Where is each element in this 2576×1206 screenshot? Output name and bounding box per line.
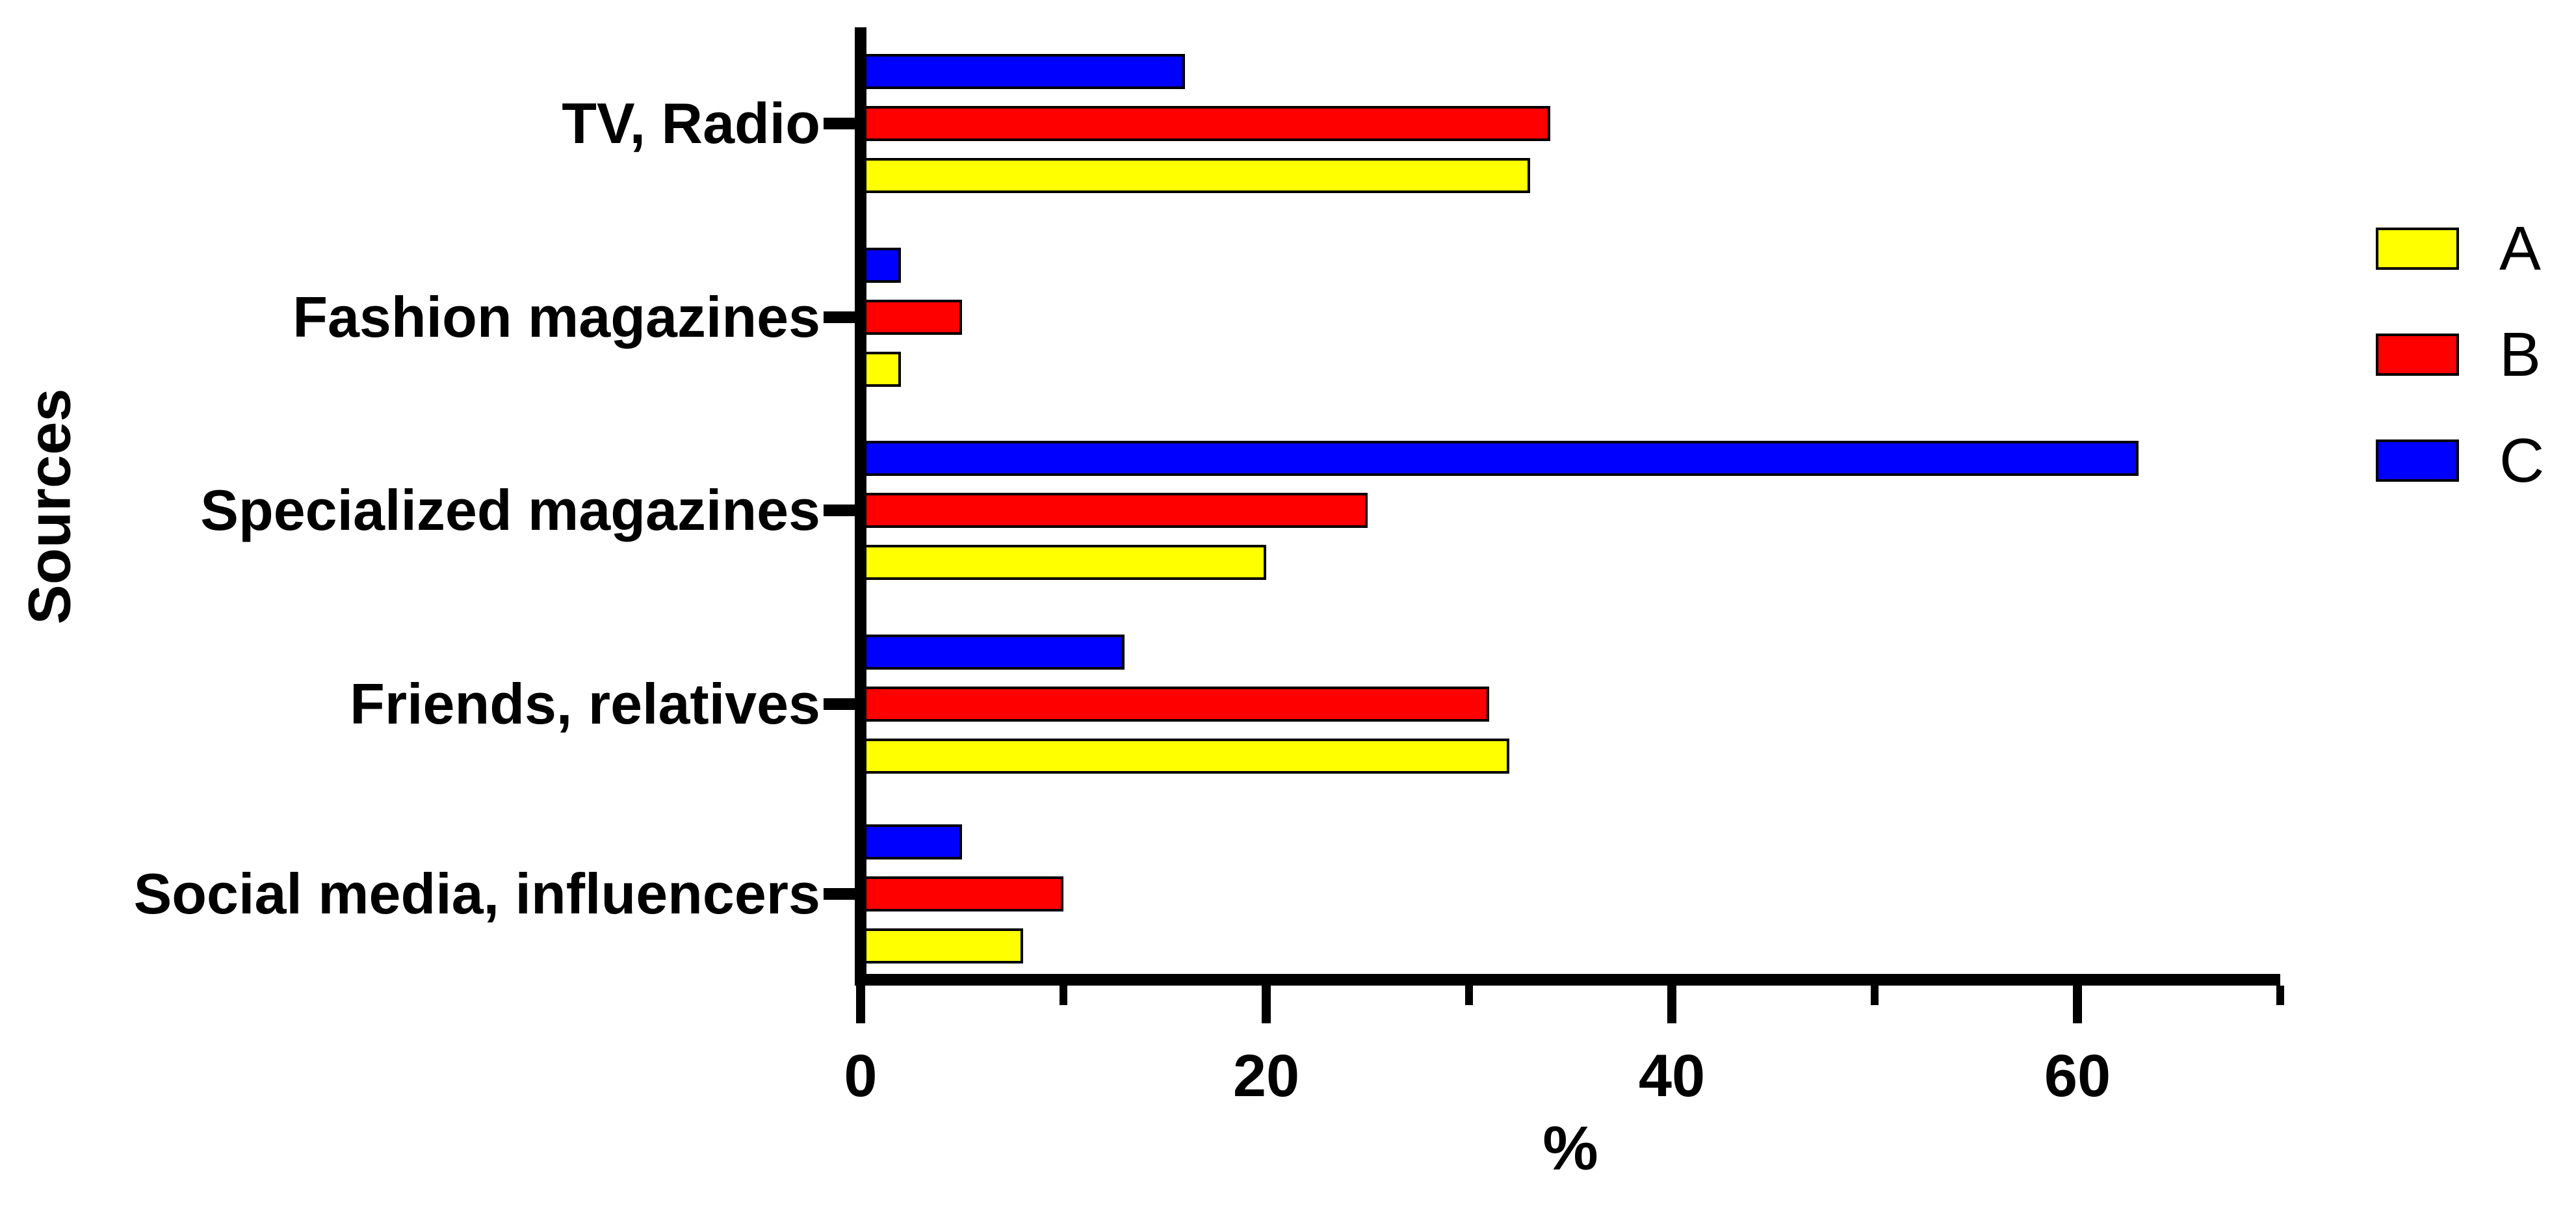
y-axis-line xyxy=(855,27,866,986)
bar-series-a xyxy=(861,739,1510,774)
x-major-tick xyxy=(2073,986,2082,1023)
bar-series-b xyxy=(861,106,1550,141)
category-tick xyxy=(824,698,855,710)
category-label: Specialized magazines xyxy=(200,478,820,542)
legend-item: C xyxy=(2376,426,2545,495)
x-minor-tick xyxy=(1465,986,1473,1005)
bar-series-c xyxy=(861,824,962,859)
x-major-tick xyxy=(856,986,865,1023)
legend-item: B xyxy=(2376,320,2544,389)
category-label: Friends, relatives xyxy=(350,672,820,736)
bar-series-c xyxy=(861,248,902,283)
category-label: Social media, influencers xyxy=(133,861,820,926)
category-tick xyxy=(824,311,855,323)
bar-series-a xyxy=(861,928,1023,963)
bar-series-b xyxy=(861,493,1368,528)
legend-swatch-b xyxy=(2376,334,2459,376)
bar-series-c xyxy=(861,441,2139,476)
x-axis-title: % xyxy=(1542,1114,1598,1183)
category-label: TV, Radio xyxy=(562,91,820,155)
bar-series-a xyxy=(861,545,1266,580)
category-tick xyxy=(824,118,855,129)
bar-series-b xyxy=(861,876,1063,911)
x-minor-tick xyxy=(2276,986,2284,1005)
y-axis-title: Sources xyxy=(16,388,83,625)
x-minor-tick xyxy=(1871,986,1879,1005)
x-tick-label: 40 xyxy=(1638,1043,1706,1109)
x-axis-line xyxy=(855,974,2280,986)
x-major-tick xyxy=(1667,986,1676,1023)
category-tick xyxy=(824,505,855,516)
bar-series-b xyxy=(861,300,962,335)
bar-series-c xyxy=(861,54,1186,89)
category-tick xyxy=(824,888,855,900)
x-tick-label: 20 xyxy=(1232,1043,1300,1109)
bar-series-a xyxy=(861,158,1530,193)
legend-swatch-c xyxy=(2376,439,2459,482)
legend-swatch-a xyxy=(2376,228,2459,270)
category-label: Fashion magazines xyxy=(293,285,820,349)
bar-series-b xyxy=(861,687,1490,722)
x-minor-tick xyxy=(1060,986,1067,1005)
bar-series-c xyxy=(861,635,1125,670)
legend-label: A xyxy=(2499,214,2542,283)
legend-label: C xyxy=(2499,426,2545,495)
x-tick-label: 0 xyxy=(844,1043,878,1109)
x-tick-label: 60 xyxy=(2044,1043,2111,1109)
bar-series-a xyxy=(861,352,902,387)
legend-item: A xyxy=(2376,214,2544,283)
x-major-tick xyxy=(1262,986,1271,1023)
legend-label: B xyxy=(2499,320,2542,389)
